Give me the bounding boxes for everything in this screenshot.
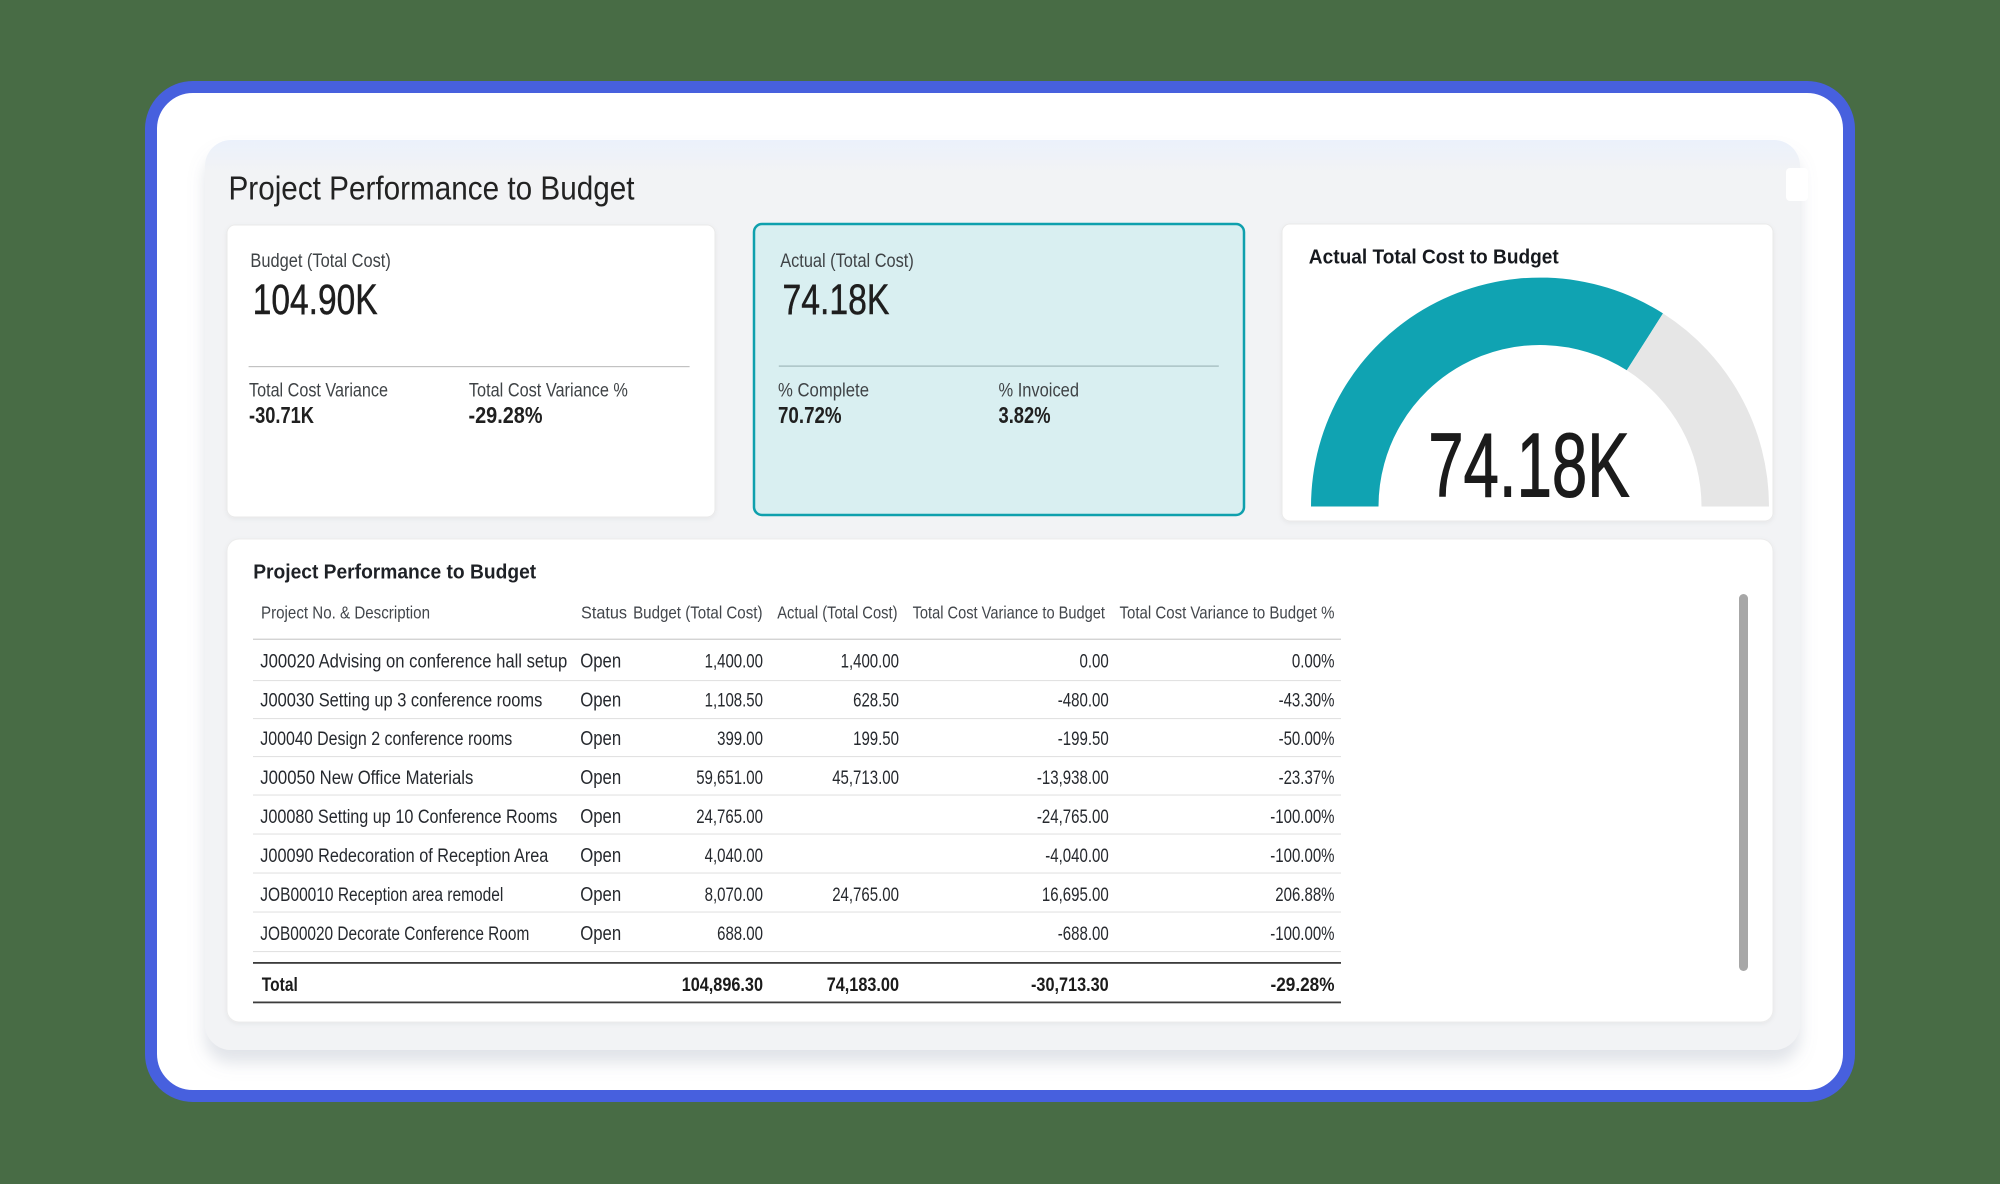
svg-text:Budget (Total Cost): Budget (Total Cost) [250, 251, 390, 272]
svg-text:% Invoiced: % Invoiced [999, 381, 1080, 402]
svg-text:% Complete: % Complete [778, 381, 869, 402]
svg-text:104,896.30: 104,896.30 [682, 975, 763, 996]
svg-text:Project Performance to Budget: Project Performance to Budget [253, 562, 536, 584]
svg-text:J00030 Setting up 3 conference: J00030 Setting up 3 conference rooms [260, 690, 542, 711]
svg-text:16,695.00: 16,695.00 [1042, 885, 1109, 906]
svg-text:104.90K: 104.90K [253, 277, 378, 324]
svg-text:JOB00020 Decorate Conference R: JOB00020 Decorate Conference Room [260, 924, 529, 945]
svg-text:Actual Total Cost to Budget: Actual Total Cost to Budget [1309, 247, 1559, 269]
svg-text:-24,765.00: -24,765.00 [1037, 807, 1109, 828]
svg-text:-688.00: -688.00 [1058, 924, 1109, 945]
svg-text:J00090 Redecoration of Recepti: J00090 Redecoration of Reception Area [260, 846, 548, 867]
svg-text:JOB00010 Reception area remode: JOB00010 Reception area remodel [260, 885, 503, 906]
svg-text:J00050 New Office Materials: J00050 New Office Materials [260, 768, 473, 789]
svg-text:Project Performance to Budget: Project Performance to Budget [229, 171, 636, 208]
svg-text:628.50: 628.50 [853, 690, 899, 711]
svg-text:Total Cost Variance %: Total Cost Variance % [469, 381, 628, 402]
svg-text:-29.28%: -29.28% [469, 402, 543, 428]
svg-text:-13,938.00: -13,938.00 [1037, 768, 1109, 789]
svg-text:-100.00%: -100.00% [1270, 924, 1334, 945]
svg-text:74.18K: 74.18K [1428, 416, 1630, 517]
svg-text:Actual (Total Cost): Actual (Total Cost) [780, 251, 914, 272]
svg-text:Total Cost Variance to Budget: Total Cost Variance to Budget % [1120, 603, 1335, 623]
svg-text:206.88%: 206.88% [1275, 885, 1334, 906]
svg-text:-480.00: -480.00 [1058, 690, 1109, 711]
svg-text:Open: Open [580, 923, 621, 945]
svg-text:-199.50: -199.50 [1058, 729, 1109, 750]
svg-text:Open: Open [580, 884, 621, 906]
svg-text:1,400.00: 1,400.00 [841, 651, 899, 672]
svg-text:0.00: 0.00 [1080, 651, 1109, 672]
svg-text:Open: Open [580, 650, 621, 672]
svg-text:Open: Open [580, 845, 621, 867]
svg-text:199.50: 199.50 [853, 729, 899, 750]
svg-text:Open: Open [580, 767, 621, 789]
svg-text:24,765.00: 24,765.00 [696, 807, 763, 828]
svg-text:Open: Open [580, 728, 621, 750]
svg-text:-30.71K: -30.71K [249, 402, 314, 428]
svg-text:1,400.00: 1,400.00 [705, 651, 763, 672]
svg-text:Project No. & Description: Project No. & Description [261, 603, 430, 623]
svg-text:-43.30%: -43.30% [1279, 690, 1335, 711]
svg-text:4,040.00: 4,040.00 [705, 846, 763, 867]
svg-text:-29.28%: -29.28% [1271, 975, 1335, 996]
svg-text:70.72%: 70.72% [778, 402, 842, 428]
svg-text:Open: Open [580, 689, 621, 711]
svg-text:8,070.00: 8,070.00 [705, 885, 763, 906]
svg-text:-50.00%: -50.00% [1279, 729, 1335, 750]
svg-text:3.82%: 3.82% [999, 402, 1051, 428]
svg-text:Actual (Total Cost): Actual (Total Cost) [777, 603, 897, 623]
svg-text:Open: Open [580, 806, 621, 828]
svg-text:Total: Total [262, 975, 298, 996]
svg-text:399.00: 399.00 [717, 729, 763, 750]
svg-text:74,183.00: 74,183.00 [827, 975, 899, 996]
svg-text:Status: Status [581, 603, 627, 623]
svg-text:45,713.00: 45,713.00 [832, 768, 899, 789]
svg-text:0.00%: 0.00% [1292, 651, 1335, 672]
svg-text:-30,713.30: -30,713.30 [1031, 975, 1109, 996]
svg-text:J00020 Advising on conference: J00020 Advising on conference hall setup [260, 651, 567, 672]
svg-text:24,765.00: 24,765.00 [832, 885, 899, 906]
svg-text:-4,040.00: -4,040.00 [1045, 846, 1108, 867]
svg-text:74.18K: 74.18K [783, 277, 890, 324]
svg-text:Total Cost Variance to Budget: Total Cost Variance to Budget [913, 603, 1106, 623]
svg-text:Total Cost Variance: Total Cost Variance [249, 381, 388, 402]
svg-text:688.00: 688.00 [717, 924, 763, 945]
svg-text:59,651.00: 59,651.00 [696, 768, 763, 789]
svg-text:1,108.50: 1,108.50 [705, 690, 763, 711]
svg-text:Budget (Total Cost): Budget (Total Cost) [633, 603, 762, 623]
svg-text:J00040 Design 2 conference roo: J00040 Design 2 conference rooms [260, 729, 512, 750]
svg-text:J00080 Setting up 10 Conferenc: J00080 Setting up 10 Conference Rooms [260, 807, 557, 828]
svg-text:-100.00%: -100.00% [1270, 846, 1334, 867]
svg-text:-100.00%: -100.00% [1270, 807, 1334, 828]
svg-text:-23.37%: -23.37% [1279, 768, 1335, 789]
